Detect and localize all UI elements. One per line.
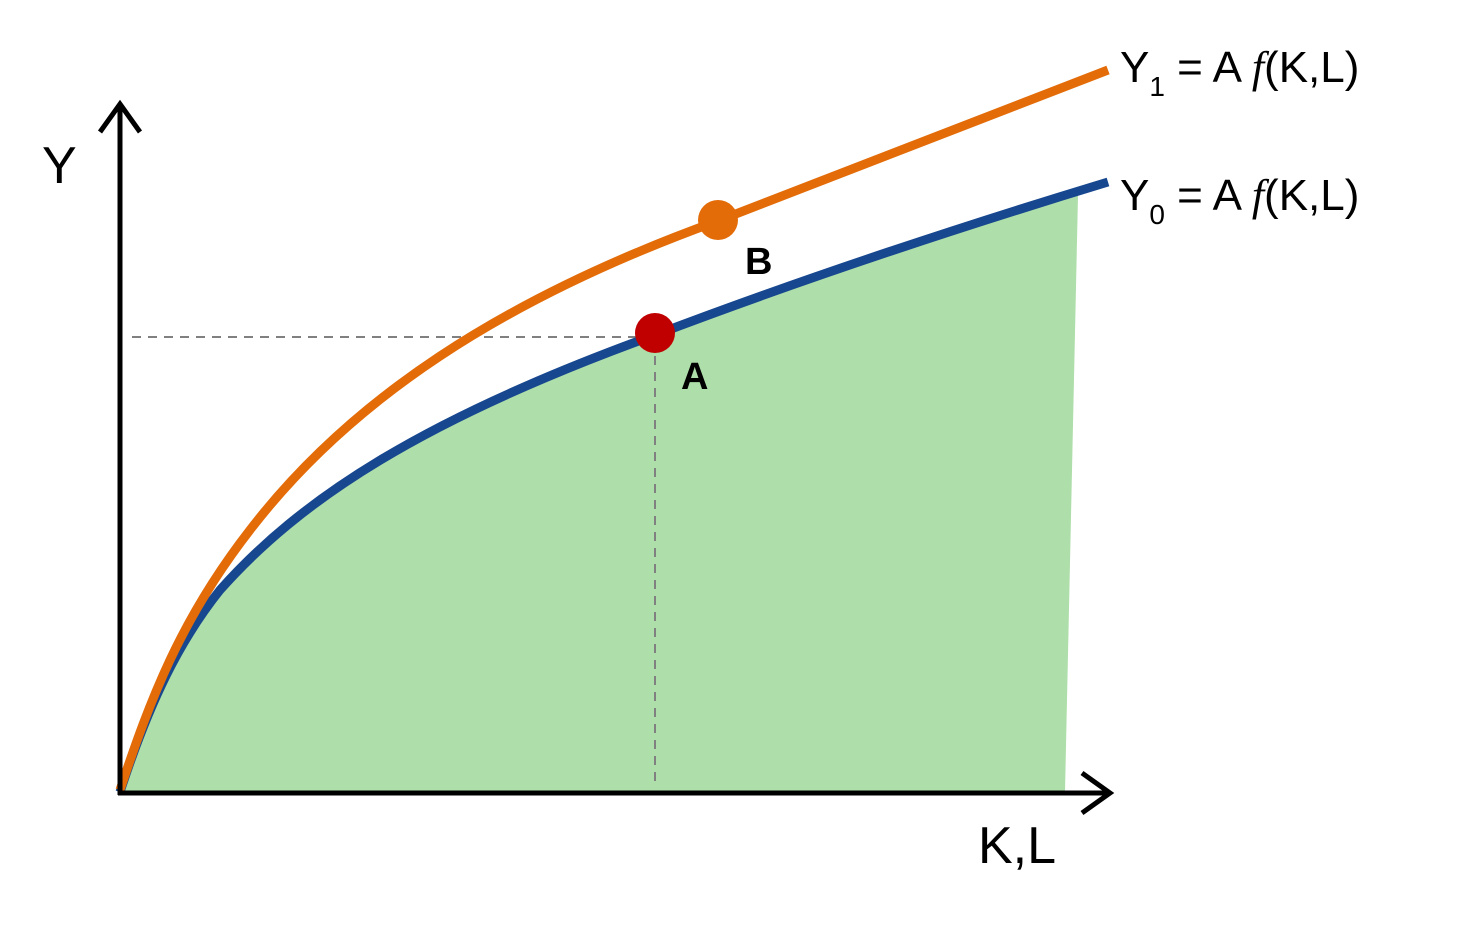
point-a-label: A <box>681 356 708 398</box>
curve-y0-symbol: Y <box>1120 171 1149 220</box>
point-b-label: B <box>745 241 772 283</box>
shaded-area <box>120 195 1078 792</box>
x-axis-arrowhead <box>1080 770 1115 816</box>
curve-y1 <box>115 65 1110 792</box>
axes <box>97 99 1115 816</box>
point-a-marker <box>635 313 675 353</box>
x-axis-label: K,L <box>978 817 1056 875</box>
y-axis-label: Y <box>42 137 77 195</box>
curve-y1-label: Y1 = A f(K,L) <box>1120 43 1359 102</box>
curve-y0-subscript: 0 <box>1149 199 1165 230</box>
curve-y0-equals: = A <box>1165 171 1252 220</box>
y-axis-arrowhead <box>97 99 143 134</box>
curve-y0-label: Y0 = A f(K,L) <box>1120 171 1359 230</box>
point-b-marker <box>698 200 738 240</box>
curve-y0-args: (K,L) <box>1264 171 1359 220</box>
curve-y1-equals: = A <box>1165 43 1252 92</box>
curve-y1-args: (K,L) <box>1264 43 1359 92</box>
curve-y1-subscript: 1 <box>1149 71 1165 102</box>
curve-y1-symbol: Y <box>1120 43 1149 92</box>
